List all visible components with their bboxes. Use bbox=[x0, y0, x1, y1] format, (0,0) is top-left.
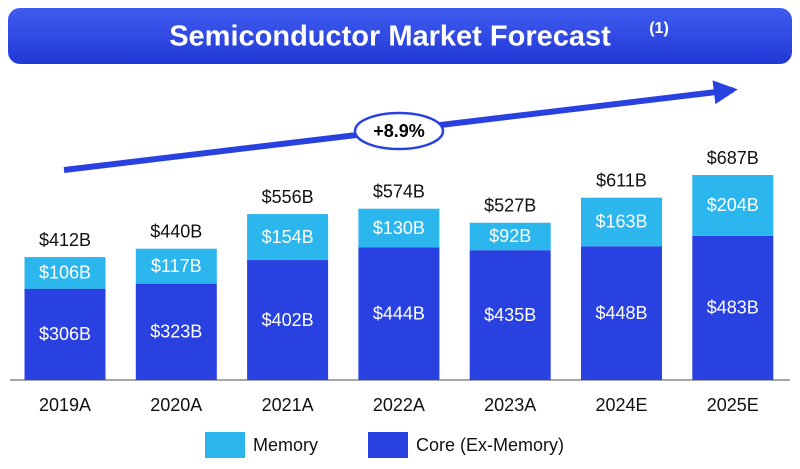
value-label: $435B bbox=[484, 305, 536, 325]
legend-label: Core (Ex-Memory) bbox=[416, 435, 564, 455]
total-label: $611B bbox=[596, 170, 647, 190]
x-tick-label: 2021A bbox=[262, 395, 314, 415]
bar-segment bbox=[692, 235, 774, 380]
title-banner bbox=[8, 8, 792, 64]
bar-segment bbox=[247, 214, 329, 261]
value-label: $154B bbox=[262, 227, 314, 247]
value-label: $106B bbox=[39, 263, 91, 283]
title-note: (1) bbox=[649, 20, 669, 37]
value-label: $483B bbox=[707, 298, 759, 318]
value-label: $130B bbox=[373, 218, 425, 238]
total-label: $687B bbox=[707, 148, 759, 168]
value-label: $92B bbox=[489, 226, 531, 246]
x-tick-label: 2025E bbox=[707, 395, 759, 415]
x-tick-label: 2024E bbox=[595, 395, 647, 415]
bar-segment bbox=[135, 248, 217, 284]
bar-segment bbox=[469, 250, 551, 380]
bar-segment bbox=[358, 247, 440, 380]
total-label: $556B bbox=[262, 187, 314, 207]
bar-segment bbox=[135, 283, 217, 380]
value-label: $117B bbox=[151, 256, 202, 276]
bar-segment bbox=[247, 260, 329, 380]
total-label: $574B bbox=[373, 181, 425, 201]
value-label: $448B bbox=[595, 303, 647, 323]
total-label: $412B bbox=[39, 230, 91, 250]
bar-segment bbox=[24, 288, 106, 380]
value-label: $444B bbox=[373, 304, 425, 324]
total-label: $440B bbox=[150, 221, 202, 241]
bar-segment bbox=[358, 208, 440, 248]
value-label: $306B bbox=[39, 324, 91, 344]
bar-segment bbox=[692, 175, 774, 236]
value-label: $402B bbox=[262, 310, 314, 330]
x-tick-label: 2022A bbox=[373, 395, 425, 415]
bar-segment bbox=[581, 197, 662, 247]
annotation: +8.9% bbox=[373, 121, 425, 141]
legend-swatch bbox=[368, 432, 408, 458]
legend-swatch bbox=[205, 432, 245, 458]
x-tick-label: 2019A bbox=[39, 395, 91, 415]
annotation-ellipse bbox=[353, 111, 445, 151]
bar-segment bbox=[469, 222, 551, 251]
legend-label: Memory bbox=[253, 435, 318, 455]
x-tick-label: 2023A bbox=[484, 395, 536, 415]
value-label: $323B bbox=[150, 322, 202, 342]
value-label: $163B bbox=[595, 212, 647, 232]
value-label: $204B bbox=[707, 195, 759, 215]
x-tick-label: 2020A bbox=[150, 395, 202, 415]
bar-segment bbox=[24, 257, 106, 289]
total-label: $527B bbox=[484, 195, 536, 215]
bar-segment bbox=[581, 246, 662, 380]
chart-title: Semiconductor Market Forecast bbox=[169, 21, 611, 53]
